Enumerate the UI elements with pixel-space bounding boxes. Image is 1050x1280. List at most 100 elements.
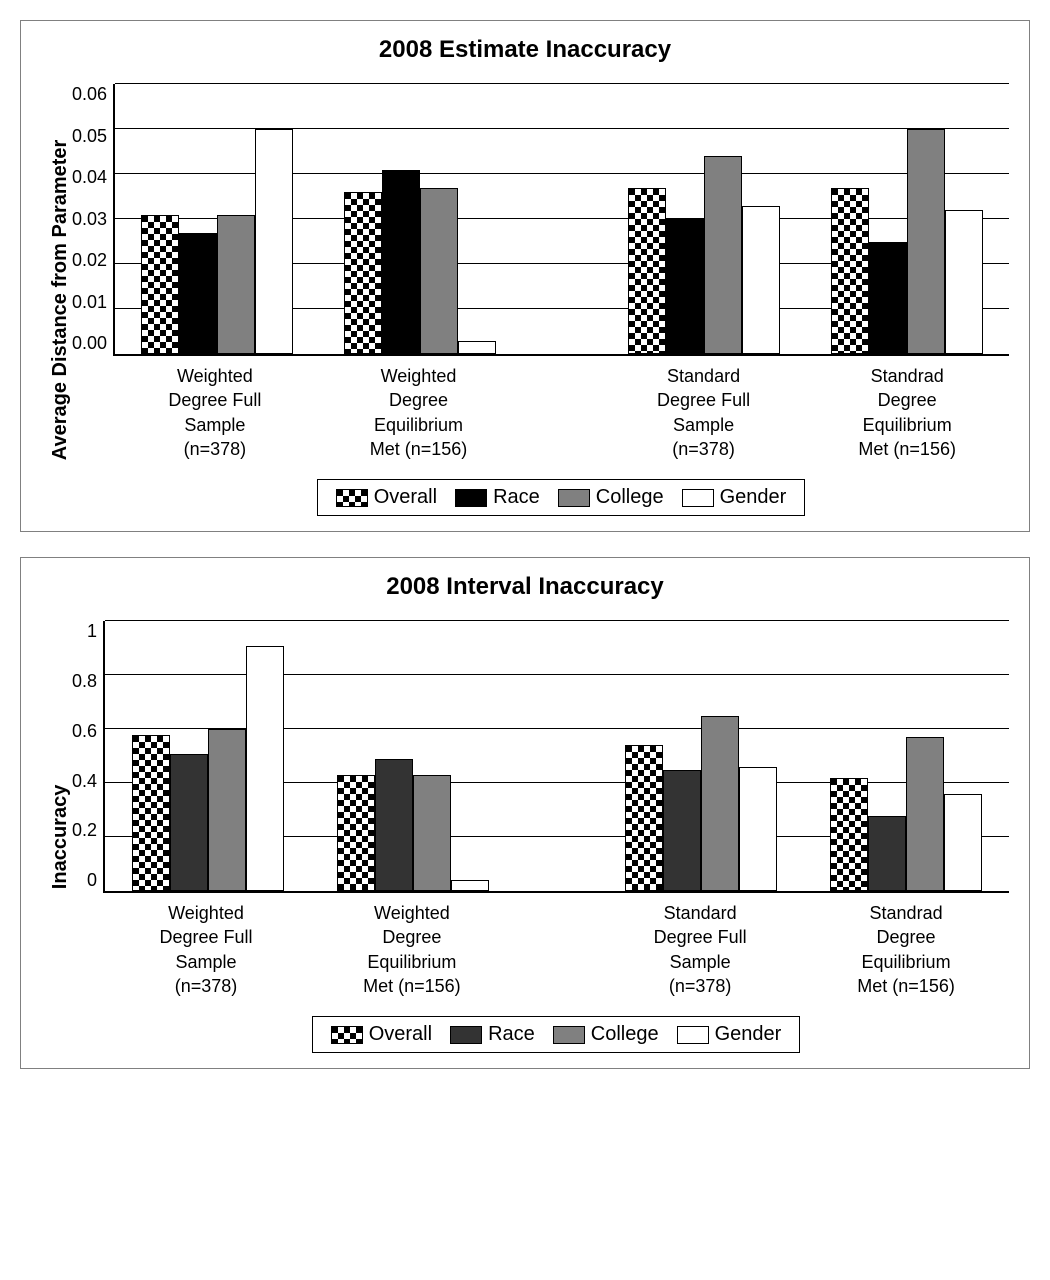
y-tick: 0.2 [72,820,97,841]
chart2-title: 2008 Interval Inaccuracy [41,573,1009,601]
legend-swatch [331,1026,363,1044]
bar [458,341,496,355]
bar [246,646,284,892]
x-label: WeightedDegree FullSample(n=378) [103,901,309,998]
legend-swatch [336,489,368,507]
bar [739,767,777,891]
legend-swatch [450,1026,482,1044]
y-tick: 0.8 [72,671,97,692]
bar-group [806,84,1009,354]
legend-item: College [553,1023,659,1046]
bar-groups [105,621,1009,891]
bar [344,192,382,354]
bar [375,759,413,891]
bar-group [598,621,803,891]
chart1-plot-area [113,84,1009,356]
bar-group [804,621,1009,891]
chart2-x-labels: WeightedDegree FullSample(n=378)Weighted… [103,901,1009,998]
legend-item: Overall [336,486,437,509]
bar [704,156,742,354]
y-tick: 0.6 [72,721,97,742]
legend-item: College [558,486,664,509]
chart2-plot-area [103,621,1009,893]
chart2-y-ticks: 1 0.8 0.6 0.4 0.2 0 [72,621,103,891]
legend-item: Overall [331,1023,432,1046]
legend-label: College [596,486,664,509]
y-tick: 0.01 [72,292,107,313]
legend-item: Gender [677,1023,782,1046]
bar [701,716,739,892]
legend-item: Gender [682,486,787,509]
bar [742,206,780,355]
bar [141,215,179,355]
bar [413,775,451,891]
bar-group [115,84,318,354]
legend-swatch [455,489,487,507]
chart-panel-interval: 2008 Interval Inaccuracy Inaccuracy 10.8… [20,557,1030,1069]
y-tick: 0.4 [72,771,97,792]
legend-label: Overall [369,1023,432,1046]
legend-label: Gender [715,1023,782,1046]
group-spacer [521,84,602,354]
legend-swatch [682,489,714,507]
chart1-x-labels: WeightedDegree FullSample(n=378)Weighted… [113,364,1009,461]
bar [208,729,246,891]
chart2-plot-wrap: WeightedDegree FullSample(n=378)Weighted… [103,621,1009,1053]
y-tick: 0.02 [72,250,107,271]
bar [179,233,217,355]
y-tick: 1 [87,621,97,642]
bar-group [318,84,521,354]
bar [831,188,869,355]
chart1-body: Average Distance from Parameter 0.06 0.05… [41,84,1009,516]
x-label: StandradDegreeEquilibriumMet (n=156) [805,364,1009,461]
bar-group [310,621,515,891]
x-label: WeightedDegreeEquilibriumMet (n=156) [309,901,515,998]
legend-swatch [558,489,590,507]
bar-groups [115,84,1009,354]
chart1-legend: Overall Race College Gender [317,479,806,516]
legend-swatch [553,1026,585,1044]
bar-group [603,84,806,354]
bar [945,210,983,354]
x-label-spacer [515,901,597,998]
x-label: WeightedDegree FullSample(n=378) [113,364,317,461]
bar [382,170,420,354]
bar [217,215,255,355]
chart2-body: Inaccuracy 10.80.60.40.20 WeightedDegree… [41,621,1009,1053]
legend-label: Overall [374,486,437,509]
bar [625,745,663,891]
bar [830,778,868,891]
x-label-spacer [520,364,601,461]
bar [628,188,666,355]
chart2-legend: Overall Race College Gender [312,1016,801,1053]
bar [944,794,982,891]
bar [255,129,293,354]
y-tick: 0.05 [72,126,107,147]
legend-label: College [591,1023,659,1046]
chart1-plot-wrap: WeightedDegree FullSample(n=378)Weighted… [113,84,1009,516]
bar [170,754,208,892]
bar [451,880,489,891]
y-tick: 0.04 [72,167,107,188]
y-tick: 0.00 [72,333,107,354]
bar [420,188,458,355]
x-label: StandradDegreeEquilibriumMet (n=156) [803,901,1009,998]
bar [132,735,170,892]
chart1-y-label: Average Distance from Parameter [41,84,72,516]
y-tick: 0.06 [72,84,107,105]
legend-label: Race [493,486,540,509]
group-spacer [516,621,598,891]
legend-item: Race [450,1023,535,1046]
y-tick: 0.03 [72,209,107,230]
legend-item: Race [455,486,540,509]
chart1-y-ticks: 0.06 0.05 0.04 0.03 0.02 0.01 0.00 [72,84,113,354]
legend-label: Race [488,1023,535,1046]
bar [868,816,906,892]
bar [906,737,944,891]
chart1-title: 2008 Estimate Inaccuracy [41,36,1009,64]
chart-panel-estimate: 2008 Estimate Inaccuracy Average Distanc… [20,20,1030,532]
bar [907,129,945,354]
bar [666,219,704,354]
y-tick: 0 [87,870,97,891]
x-label: StandardDegree FullSample(n=378) [602,364,806,461]
